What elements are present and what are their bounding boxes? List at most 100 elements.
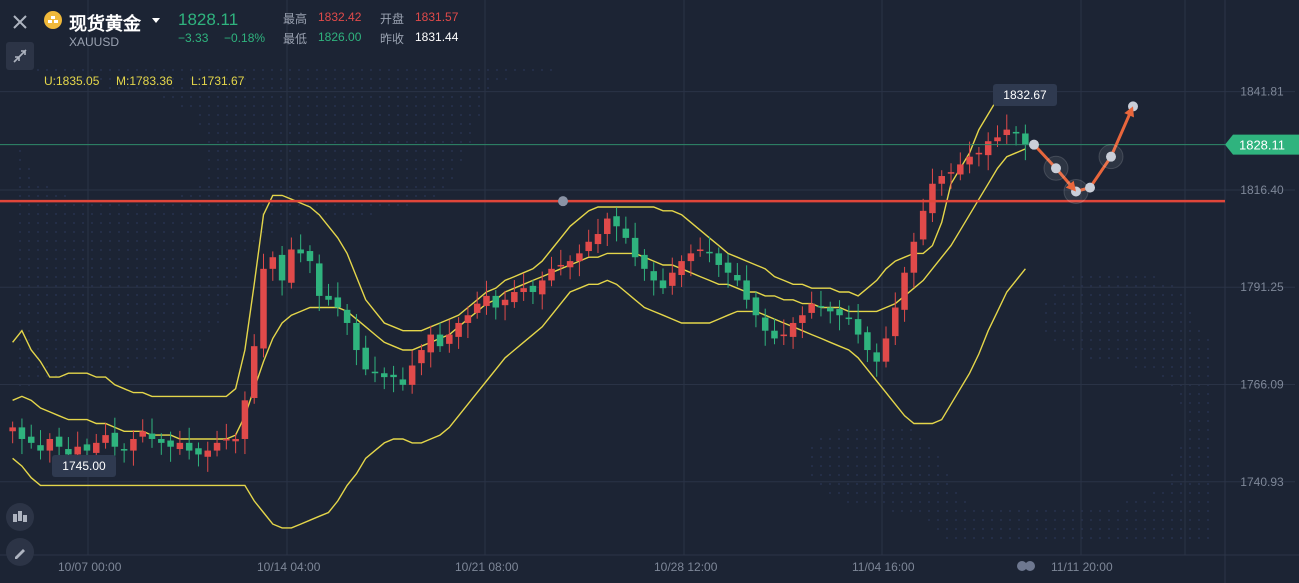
candle (37, 430, 44, 460)
price-annotation: 1832.67 (993, 84, 1057, 107)
price-annotation: 1745.00 (52, 455, 116, 478)
candle-body (771, 330, 778, 339)
candle (511, 280, 518, 308)
candle (706, 236, 713, 263)
candle (761, 308, 769, 346)
candle-body (446, 334, 453, 344)
candle-body (74, 446, 81, 455)
x-tick-label: 11/04 16:00 (852, 560, 915, 574)
candle (734, 263, 741, 287)
candle (873, 343, 880, 377)
x-tick-label: 10/07 00:00 (58, 560, 122, 574)
candle-body (18, 427, 26, 439)
y-axis: 1740.93 1766.09 1791.25 1816.40 1841.81 1828.… (1225, 85, 1299, 489)
candle-body (185, 442, 193, 451)
candle-body (167, 440, 174, 447)
candle-body (139, 431, 146, 437)
candle (780, 319, 788, 346)
prev-close-label: 昨收 (380, 32, 405, 46)
forecast-arrowhead-down (1065, 180, 1076, 192)
chart-overlays: 1832.67 1745.00 (0, 84, 1225, 478)
candle (102, 423, 109, 449)
instrument-title[interactable]: 现货黄金 (69, 14, 141, 34)
annotation-label: 1745.00 (62, 459, 106, 473)
bollinger-lower-value: L:1731.67 (191, 74, 245, 88)
candle-body (315, 263, 323, 296)
candle-body (734, 275, 741, 281)
candle (743, 265, 750, 309)
candle-body (659, 280, 667, 289)
candle (408, 350, 416, 394)
candle-body (9, 427, 16, 432)
time-scroll-handle (1017, 561, 1027, 571)
candle (836, 300, 843, 331)
candle-body (511, 292, 518, 303)
candle (724, 253, 732, 288)
candle (650, 262, 657, 296)
candle-body (957, 164, 964, 175)
candle (892, 292, 899, 346)
candle-body (343, 309, 351, 323)
candle (715, 247, 723, 277)
candle-body (845, 317, 853, 320)
candle-body (325, 295, 332, 300)
bollinger-middle-value: M:1783.36 (116, 74, 173, 88)
candle-body (864, 332, 871, 351)
candlestick-series (9, 114, 1029, 472)
candle-body (46, 438, 54, 451)
candle (130, 430, 137, 466)
candle (799, 306, 806, 339)
candle (353, 314, 360, 366)
candle (288, 237, 295, 289)
candle-body (724, 262, 732, 273)
candle-toggle-button[interactable] (6, 503, 34, 531)
candle (984, 132, 992, 171)
candle (1012, 126, 1020, 146)
candle-body (529, 285, 537, 293)
candle-body (938, 176, 945, 184)
candle-body (947, 172, 955, 174)
candle (250, 334, 258, 404)
forecast-node (1085, 182, 1095, 193)
x-tick-label: 11/11 20:00 (1051, 560, 1113, 574)
candle (306, 245, 314, 274)
candle-body (929, 183, 936, 214)
candle-body (975, 152, 983, 155)
candle (854, 304, 862, 344)
candle (817, 290, 825, 317)
candle-body (492, 295, 500, 308)
collapse-button[interactable] (6, 42, 34, 70)
candle (46, 433, 54, 463)
candle-body (520, 288, 527, 293)
candle (427, 325, 434, 368)
candle (278, 246, 286, 296)
candle (594, 218, 602, 253)
candle (566, 255, 574, 280)
candle (120, 443, 128, 463)
draw-tool-button[interactable] (6, 538, 34, 566)
bollinger-upper-line (12, 94, 1026, 398)
candle-body (687, 253, 695, 262)
level-anchor-handle (558, 196, 568, 207)
candle-body (501, 299, 509, 306)
candle (938, 170, 945, 196)
dropdown-caret-icon[interactable] (151, 12, 161, 30)
candle-body (204, 450, 212, 457)
candle-body (427, 334, 434, 353)
candle-body (752, 297, 760, 316)
candle (910, 232, 918, 288)
candle-body (761, 317, 769, 331)
candle-body (288, 249, 295, 283)
candle-body (176, 442, 184, 450)
candle-body (817, 305, 825, 308)
close-button[interactable] (6, 8, 34, 36)
y-tick-label: 1816.40 (1240, 183, 1284, 197)
candle-body (585, 241, 592, 252)
candle (399, 367, 407, 391)
candle (260, 253, 267, 358)
forecast-arrows (1029, 101, 1138, 204)
price-change-percent: −0.18% (224, 31, 266, 45)
candle-body (594, 234, 602, 245)
